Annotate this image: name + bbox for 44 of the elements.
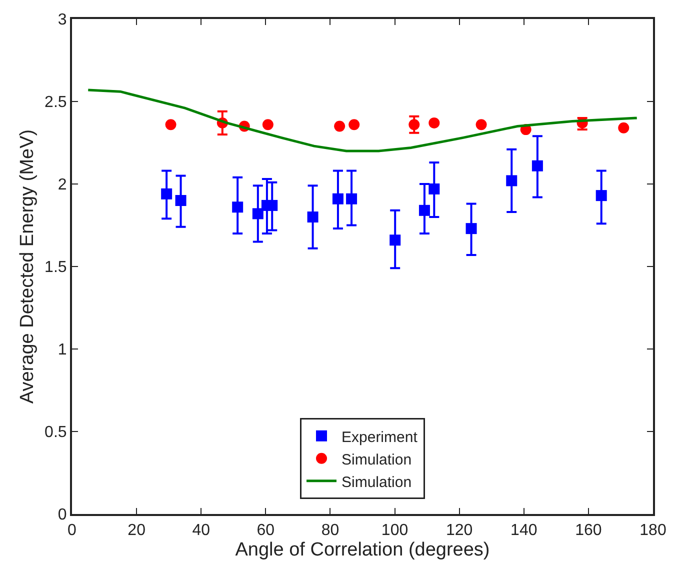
point xyxy=(476,119,487,130)
y-axis-title: Average Detected Energy (MeV) xyxy=(16,129,38,404)
point xyxy=(334,120,346,132)
point xyxy=(175,195,186,206)
x-tick-label: 40 xyxy=(192,522,210,540)
legend-label: Experiment xyxy=(342,428,418,446)
x-tick-label: 120 xyxy=(446,522,473,540)
point xyxy=(466,223,477,234)
y-tick-label: 1 xyxy=(58,342,67,359)
y-tick-label: 0 xyxy=(58,506,67,524)
x-axis-title: Angle of Correlation (degrees) xyxy=(235,540,490,560)
y-tick-label: 0.5 xyxy=(44,424,67,442)
legend-label: Simulation xyxy=(342,451,412,468)
legend-label: Simulation xyxy=(342,474,412,491)
point xyxy=(165,119,176,130)
x-tick-label: 140 xyxy=(510,522,538,540)
point xyxy=(348,119,360,130)
x-tick-label: 160 xyxy=(575,522,602,540)
line-series xyxy=(86,88,638,152)
x-tick-label: 20 xyxy=(128,522,146,540)
point xyxy=(266,200,278,211)
x-tick-label: 60 xyxy=(256,522,275,540)
point xyxy=(252,208,264,220)
point xyxy=(618,122,630,134)
point xyxy=(232,202,244,213)
point xyxy=(428,183,440,194)
point xyxy=(262,119,274,130)
x-tick-label: 100 xyxy=(381,522,408,540)
point xyxy=(390,234,401,246)
x-tick-label: 180 xyxy=(640,522,666,540)
y-tick-label: 3 xyxy=(58,12,67,29)
point xyxy=(332,193,344,204)
y-tick-label: 1.5 xyxy=(44,259,67,276)
point xyxy=(161,188,172,200)
point xyxy=(346,193,358,204)
point xyxy=(506,175,518,186)
point xyxy=(418,204,430,216)
y-tick-label: 2 xyxy=(58,176,67,194)
y-tick-label: 2.5 xyxy=(44,94,67,112)
point xyxy=(428,117,440,128)
point xyxy=(532,160,543,172)
x-tick-label: 80 xyxy=(321,522,340,540)
point xyxy=(307,212,318,222)
point xyxy=(596,190,607,202)
